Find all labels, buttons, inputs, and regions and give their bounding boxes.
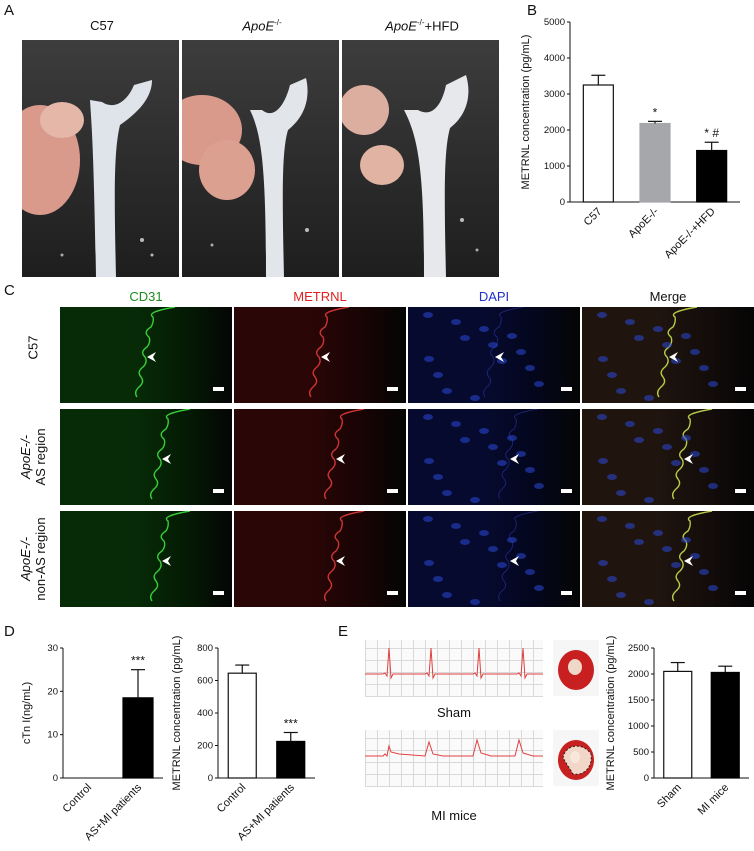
y-tick-label: 200	[197, 741, 213, 752]
y-tick-label: 0	[208, 773, 213, 784]
bar	[663, 670, 693, 779]
ecg-trace-sham	[365, 640, 543, 697]
ecg-trace-mi	[365, 730, 543, 787]
if-column-title: Merge	[649, 289, 687, 304]
if-image-panel	[234, 409, 406, 505]
y-tick-label: 0	[53, 773, 58, 784]
if-row-label: ApoE-/- non-AS region	[18, 517, 48, 601]
if-image-panel	[60, 511, 232, 607]
category-label: Control	[61, 782, 95, 816]
aorta-photo-apoe	[182, 40, 339, 277]
y-axis-label: METRNL concentration (pg/mL)	[171, 636, 183, 791]
if-image-panel	[408, 409, 580, 505]
y-tick-label: 500	[633, 747, 649, 758]
bar	[276, 740, 306, 779]
bar	[227, 672, 257, 779]
if-column-title: METRNL	[293, 289, 347, 304]
ecg-label-mi: MI mice	[431, 808, 477, 823]
y-tick-label: 10	[47, 730, 58, 741]
photo-title-apoe-hfd: ApoE-/-+HFD	[385, 18, 459, 34]
y-tick-label: 1500	[628, 695, 649, 706]
if-row-label: C57	[25, 335, 41, 360]
if-image-panel	[60, 409, 232, 505]
y-tick-label: 5000	[544, 17, 565, 28]
category-label: Sham	[655, 782, 684, 811]
y-axis-label: METRNL concentration (pg/mL)	[605, 636, 617, 791]
bar	[710, 671, 740, 779]
if-image-panel	[234, 511, 406, 607]
chart-e: 0 500 1000 1500 2000 2500 METRNL concentration…	[605, 636, 749, 818]
if-column-title: DAPI	[478, 289, 510, 304]
significance-label: *	[653, 105, 658, 119]
category-label: C57	[582, 206, 605, 229]
y-tick-label: 30	[47, 643, 58, 654]
y-tick-label: 800	[197, 643, 213, 654]
y-axis-label: METRNL concentration (pg/mL)	[520, 35, 532, 190]
if-image-panel	[60, 307, 232, 403]
y-tick-label: 0	[644, 773, 649, 784]
if-image-panel	[582, 409, 754, 505]
y-tick-label: 2500	[628, 643, 649, 654]
bar	[582, 84, 614, 203]
chart-b: 0 1000 2000 3000 4000 5000 METRNL concentratio…	[520, 17, 740, 261]
if-column-title: CD31	[129, 289, 163, 304]
aorta-photo-apoe-hfd	[342, 40, 499, 277]
chart-d-metrnl: 0 200 400 600 800 METRNL concentration (pg/mL…	[171, 636, 315, 843]
y-tick-label: 600	[197, 676, 213, 687]
category-label: ApoE-/-+HFD	[662, 206, 717, 261]
ecg-label-sham: Sham	[437, 705, 471, 720]
heart-section-sham	[553, 640, 599, 696]
significance-label: ***	[131, 654, 145, 668]
y-tick-label: 0	[560, 197, 565, 208]
y-tick-label: 1000	[628, 721, 649, 732]
y-tick-label: 2000	[628, 669, 649, 680]
category-label: ApoE-/-	[626, 205, 661, 240]
y-tick-label: 4000	[544, 53, 565, 64]
significance-label: * #	[704, 126, 719, 140]
significance-label: ***	[284, 717, 298, 731]
photo-title-apoe: ApoE-/-	[242, 18, 282, 34]
if-image-panel	[234, 307, 406, 403]
if-image-panel	[408, 511, 580, 607]
if-image-panel	[408, 307, 580, 403]
photo-title-c57: C57	[90, 18, 114, 33]
bar	[122, 697, 154, 779]
category-label: MI mice	[696, 782, 732, 818]
y-tick-label: 2000	[544, 125, 565, 136]
y-tick-label: 3000	[544, 89, 565, 100]
if-row-label: ApoE-/- AS region	[18, 428, 48, 486]
panel-label-e: E	[338, 623, 349, 640]
bar	[639, 122, 671, 203]
y-tick-label: 20	[47, 686, 58, 697]
y-tick-label: 400	[197, 708, 213, 719]
bar	[696, 149, 728, 203]
y-tick-label: 1000	[544, 161, 565, 172]
panel-label-c: C	[4, 282, 15, 299]
category-label: Control	[215, 782, 249, 816]
panel-label-d: D	[4, 623, 15, 640]
heart-section-mi	[553, 730, 599, 786]
if-image-panel	[582, 307, 754, 403]
panel-label-a: A	[4, 2, 15, 19]
y-axis-label: cTn I(ng/mL)	[21, 682, 33, 744]
panel-label-b: B	[527, 2, 538, 19]
if-image-panel	[582, 511, 754, 607]
aorta-photo-c57	[22, 40, 179, 277]
